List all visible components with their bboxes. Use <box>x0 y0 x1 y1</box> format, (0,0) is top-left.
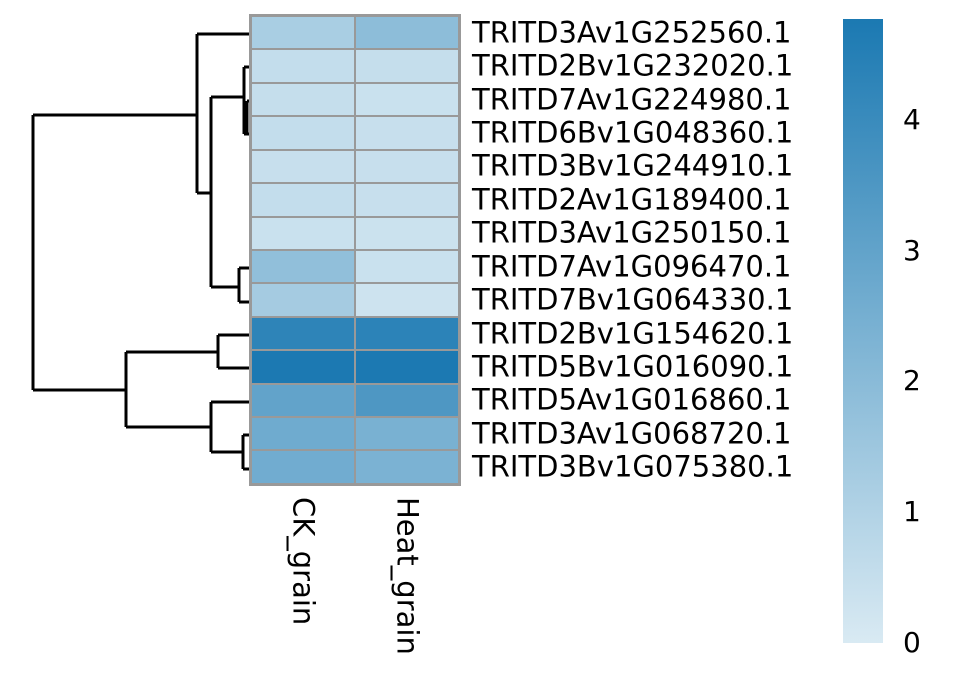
row-label: TRITD7Bv1G064330.1 <box>472 282 794 317</box>
heatmap-cell <box>356 451 458 483</box>
heatmap-cell <box>252 250 354 283</box>
colorbar-tick-label: 4 <box>903 102 921 136</box>
heatmap-cell <box>356 184 458 216</box>
row-label: TRITD3Av1G252560.1 <box>472 15 792 50</box>
column-label: Heat_grain <box>390 497 425 655</box>
row-label: TRITD2Bv1G154620.1 <box>472 316 794 351</box>
heatmap-cell <box>356 50 458 82</box>
colorbar-tick-label: 0 <box>903 626 921 659</box>
heatmap-cell <box>252 351 354 383</box>
heatmap-cell <box>252 184 354 216</box>
colorbar <box>843 19 883 643</box>
heatmap-cell <box>252 284 354 316</box>
heatmap-cell <box>252 50 354 82</box>
heatmap-cell <box>356 17 458 49</box>
heatmap-cell <box>356 284 458 316</box>
heatmap-cell <box>356 418 458 450</box>
column-label: CK_grain <box>286 497 321 626</box>
row-label: TRITD5Av1G016860.1 <box>472 382 792 417</box>
heatmap-cell <box>356 117 458 149</box>
heatmap-cell <box>252 384 354 417</box>
colorbar-tick-label: 2 <box>903 364 921 398</box>
heatmap-cell <box>356 250 458 283</box>
row-label: TRITD2Bv1G232020.1 <box>472 48 794 83</box>
heatmap-cell <box>356 351 458 383</box>
heatmap-cell <box>252 150 354 183</box>
row-label: TRITD7Av1G224980.1 <box>472 82 792 117</box>
row-label: TRITD3Av1G068720.1 <box>472 416 792 451</box>
heatmap-cell <box>252 117 354 149</box>
colorbar-tick-label: 1 <box>903 495 921 529</box>
heatmap-cell <box>252 451 354 483</box>
row-label: TRITD3Bv1G244910.1 <box>472 148 794 183</box>
heatmap-cell <box>356 384 458 417</box>
row-label: TRITD2Av1G189400.1 <box>472 182 792 217</box>
heatmap-cell <box>252 418 354 450</box>
row-label: TRITD3Av1G250150.1 <box>472 215 792 250</box>
row-label: TRITD3Bv1G075380.1 <box>472 449 794 484</box>
row-label: TRITD6Bv1G048360.1 <box>472 115 794 150</box>
heatmap-cell <box>252 217 354 249</box>
colorbar-tick-label: 3 <box>903 233 921 267</box>
heatmap-cell <box>356 217 458 249</box>
heatmap-cell <box>356 150 458 183</box>
heatmap-cell <box>252 83 354 116</box>
heatmap-cell <box>252 17 354 49</box>
heatmap-grid <box>249 14 461 486</box>
heatmap-cell <box>252 317 354 350</box>
row-label: TRITD5Bv1G016090.1 <box>472 349 794 384</box>
heatmap-cell <box>356 317 458 350</box>
row-label: TRITD7Av1G096470.1 <box>472 249 792 284</box>
heatmap-cell <box>356 83 458 116</box>
